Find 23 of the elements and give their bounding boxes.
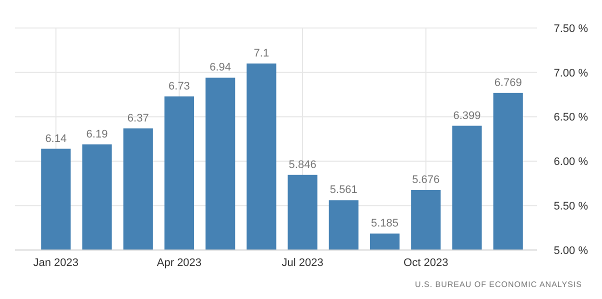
x-tick-label: Apr 2023 xyxy=(156,257,202,269)
data-label: 6.94 xyxy=(210,62,232,74)
data-label: 6.73 xyxy=(168,80,190,92)
y-tick-label: 6.50 % xyxy=(554,112,588,124)
data-label: 5.561 xyxy=(330,184,358,196)
data-label: 6.769 xyxy=(494,76,522,89)
y-tick-label: 7.00 % xyxy=(554,67,588,80)
data-label: 6.399 xyxy=(453,110,481,122)
text: U.S. BUREAU OF ECONOMIC ANALYSIS xyxy=(415,280,582,289)
y-tick-label: 6.00 % xyxy=(554,156,588,168)
data-label: 5.676 xyxy=(412,174,440,186)
y-tick-label: 5.50 % xyxy=(554,200,588,212)
data-label: 6.19 xyxy=(86,128,108,140)
data-label: 6.14 xyxy=(45,132,67,145)
y-tick-label: 5.00 % xyxy=(554,244,588,257)
y-tick-label: 7.50 % xyxy=(554,22,588,35)
x-tick-label: Jan 2023 xyxy=(33,257,79,269)
data-label: 6.37 xyxy=(127,112,149,124)
data-label: 5.846 xyxy=(288,158,316,171)
data-label: 7.1 xyxy=(254,48,270,60)
x-tick-label: Oct 2023 xyxy=(404,257,448,269)
data-label: 5.185 xyxy=(371,218,399,230)
x-tick-label: Jul 2023 xyxy=(282,257,324,269)
